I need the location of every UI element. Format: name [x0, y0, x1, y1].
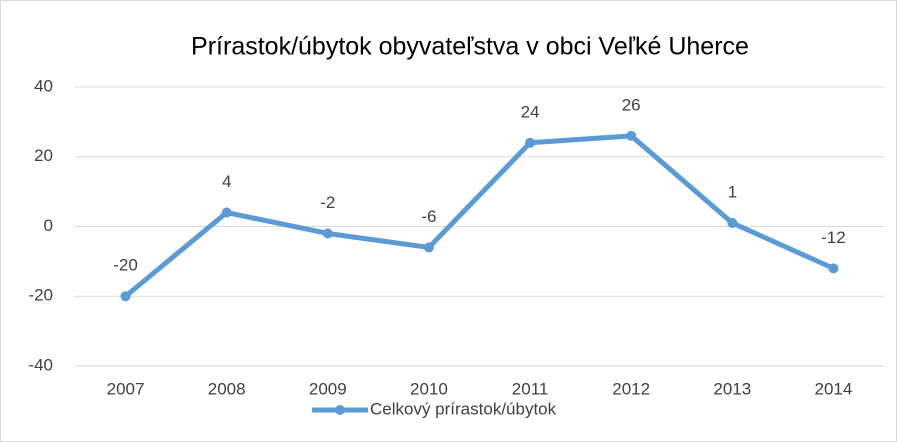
legend-label: Celkový prírastok/úbytok	[370, 399, 557, 418]
data-point	[727, 218, 738, 229]
series-line	[123, 133, 835, 299]
data-label: 24	[521, 102, 540, 121]
data-label: -2	[320, 193, 335, 212]
legend-marker	[335, 405, 345, 415]
x-tick-label: 2008	[208, 379, 246, 398]
data-point	[423, 242, 434, 253]
data-label: -20	[113, 256, 138, 275]
y-tick-label: 0	[44, 216, 53, 235]
y-tick-label: 20	[34, 146, 53, 165]
x-tick-label: 2007	[107, 379, 145, 398]
y-tick-label: -40	[28, 355, 53, 374]
y-tick-label: -20	[28, 286, 53, 305]
x-tick-label: 2014	[815, 379, 853, 398]
data-label: -12	[821, 228, 846, 247]
data-point	[626, 130, 637, 141]
data-point	[525, 137, 536, 148]
data-point	[120, 291, 131, 302]
data-label: -6	[421, 207, 436, 226]
chart-title: Prírastok/úbytok obyvateľstva v obci Veľ…	[191, 33, 749, 61]
x-tick-label: 2013	[713, 379, 751, 398]
x-tick-label: 2012	[612, 379, 650, 398]
data-point	[828, 263, 839, 274]
data-point	[221, 207, 232, 218]
x-tick-label: 2010	[410, 379, 448, 398]
data-label: 26	[622, 95, 641, 114]
data-label: 4	[222, 172, 231, 191]
y-tick-label: 40	[34, 76, 53, 95]
data-label: 1	[728, 182, 737, 201]
data-point	[322, 228, 333, 239]
x-tick-label: 2009	[309, 379, 347, 398]
x-tick-label: 2011	[512, 379, 549, 398]
